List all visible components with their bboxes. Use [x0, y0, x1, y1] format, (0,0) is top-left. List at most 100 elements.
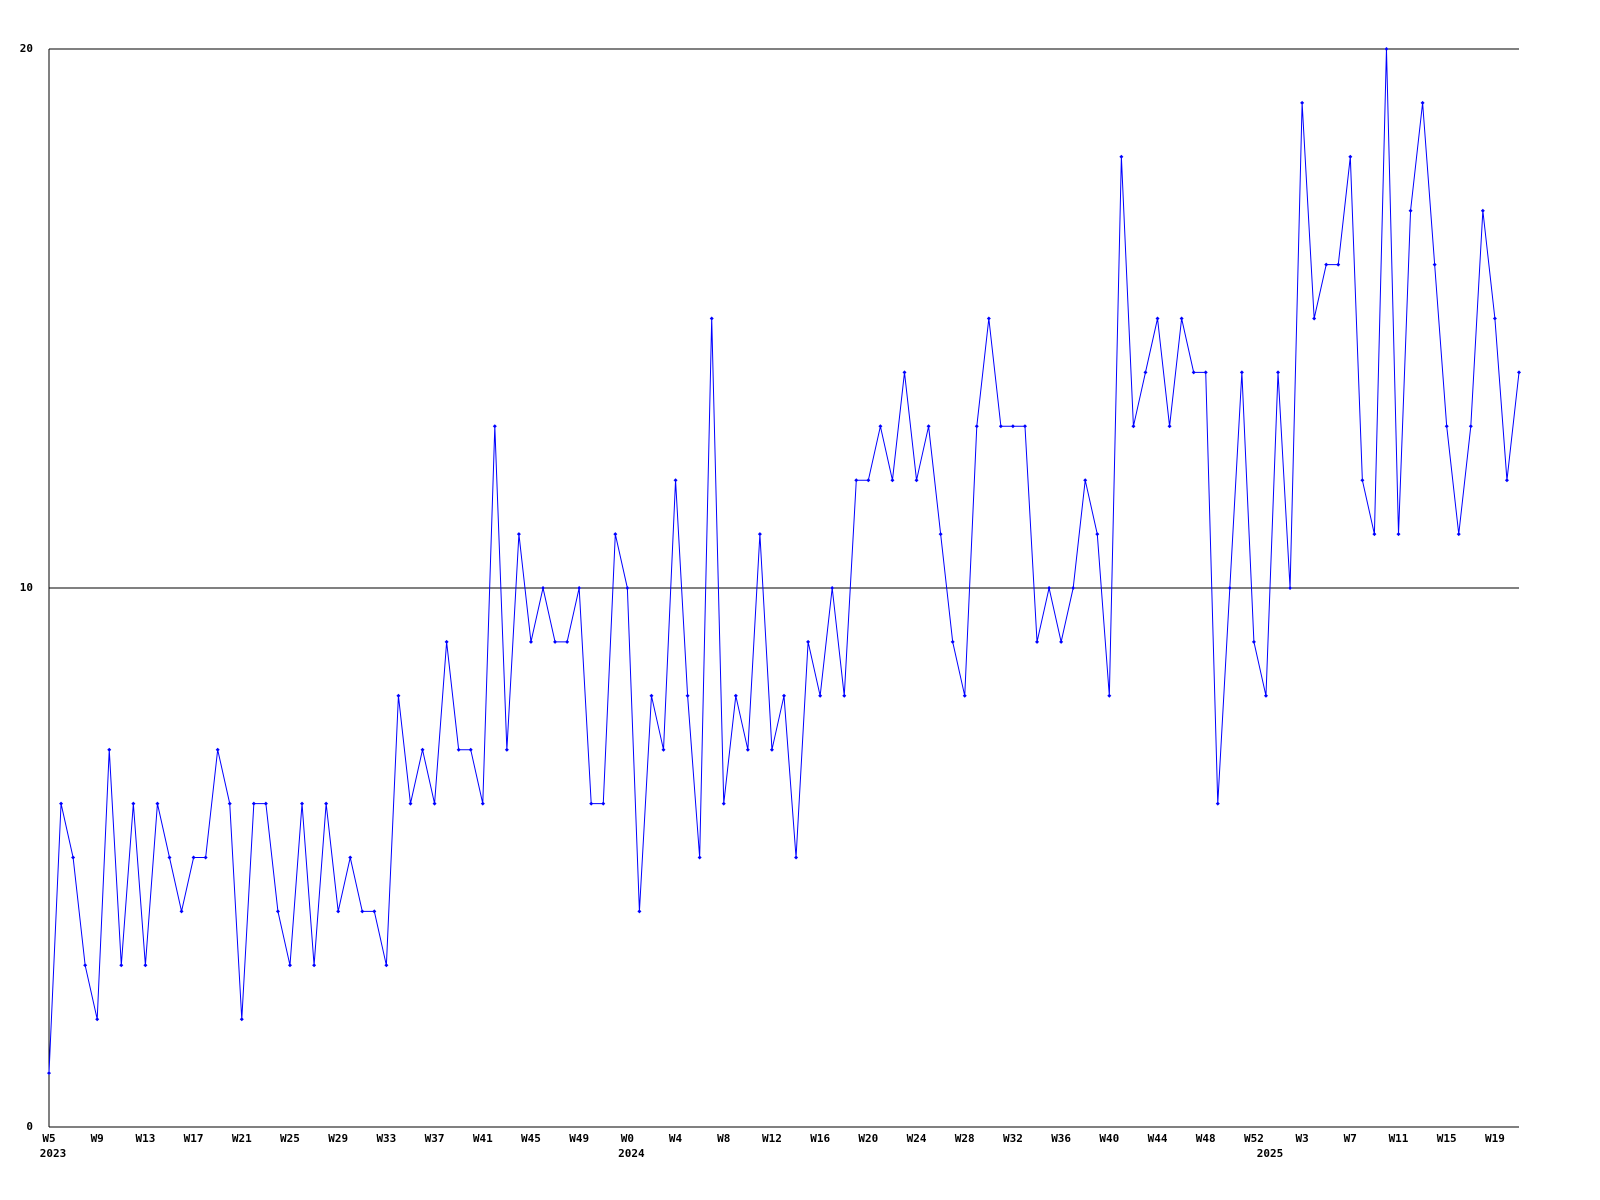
- x-tick-label: W9: [91, 1132, 104, 1145]
- x-tick-label: W12: [762, 1132, 782, 1145]
- year-label: 2025: [1257, 1147, 1284, 1160]
- data-point: [71, 855, 76, 860]
- data-point: [528, 639, 533, 644]
- data-point: [1504, 478, 1509, 483]
- data-point: [1071, 586, 1076, 590]
- x-tick-label: W4: [669, 1132, 683, 1145]
- y-tick-label: 20: [20, 42, 33, 55]
- x-tick-label: W40: [1099, 1132, 1119, 1145]
- data-point: [1372, 532, 1377, 537]
- y-tick-label: 10: [20, 581, 33, 594]
- x-tick-label: W8: [717, 1132, 730, 1145]
- data-point: [1215, 801, 1220, 806]
- data-point: [1300, 100, 1305, 105]
- data-point: [384, 963, 389, 968]
- data-point: [806, 639, 811, 644]
- data-point: [287, 963, 292, 968]
- data-point: [107, 747, 112, 752]
- data-point: [998, 424, 1003, 429]
- data-point: [673, 478, 678, 483]
- year-label: 2024: [618, 1147, 645, 1160]
- data-point: [709, 316, 714, 321]
- data-point: [1444, 424, 1449, 429]
- data-point: [1348, 154, 1353, 159]
- data-point: [1022, 424, 1027, 429]
- data-point: [697, 855, 702, 860]
- data-point: [962, 693, 967, 698]
- x-tick-label: W37: [425, 1132, 445, 1145]
- data-point: [263, 801, 268, 806]
- data-point: [1251, 639, 1256, 644]
- data-point: [926, 424, 931, 429]
- data-point: [456, 747, 461, 752]
- data-point: [625, 586, 630, 590]
- x-tick-label: W0: [621, 1132, 634, 1145]
- data-point: [275, 909, 280, 914]
- data-point: [721, 801, 726, 806]
- data-point: [1010, 424, 1015, 429]
- data-point: [492, 424, 497, 429]
- data-point: [203, 855, 208, 860]
- data-point: [1408, 208, 1413, 213]
- data-point: [1517, 370, 1521, 375]
- data-point: [239, 1017, 244, 1022]
- data-point: [577, 586, 582, 590]
- data-point: [504, 747, 509, 752]
- x-tick-label: W15: [1437, 1132, 1457, 1145]
- data-point: [1107, 693, 1112, 698]
- data-point: [1047, 586, 1052, 590]
- data-point: [468, 747, 473, 752]
- data-point: [1312, 316, 1317, 321]
- x-tick-label: W32: [1003, 1132, 1023, 1145]
- data-point: [324, 801, 329, 806]
- data-point: [565, 639, 570, 644]
- data-point: [1155, 316, 1160, 321]
- data-point: [1336, 262, 1341, 267]
- data-point: [1203, 370, 1208, 375]
- year-label: 2023: [40, 1147, 67, 1160]
- data-point: [769, 747, 774, 752]
- x-tick-label: W11: [1389, 1132, 1409, 1145]
- x-tick-label: W44: [1148, 1132, 1168, 1145]
- data-point: [59, 801, 64, 806]
- x-tick-label: W52: [1244, 1132, 1264, 1145]
- data-point: [215, 747, 220, 752]
- data-point: [1468, 424, 1473, 429]
- data-point: [516, 532, 521, 537]
- data-point: [950, 639, 955, 644]
- data-point: [613, 532, 618, 537]
- data-point: [661, 747, 666, 752]
- data-point: [866, 478, 871, 483]
- data-point: [986, 316, 991, 321]
- data-point: [143, 963, 148, 968]
- x-tick-label: W3: [1295, 1132, 1308, 1145]
- data-point: [1167, 424, 1172, 429]
- data-point: [1276, 370, 1281, 375]
- data-point: [420, 747, 425, 752]
- data-point: [47, 1071, 51, 1076]
- x-tick-label: W16: [810, 1132, 830, 1145]
- data-point: [637, 909, 642, 914]
- data-point: [1059, 639, 1064, 644]
- data-point: [408, 801, 413, 806]
- data-point: [167, 855, 172, 860]
- y-tick-label: 0: [26, 1120, 33, 1133]
- data-point: [878, 424, 883, 429]
- data-point: [1143, 370, 1148, 375]
- data-point: [757, 532, 762, 537]
- data-point: [842, 693, 847, 698]
- x-tick-label: W45: [521, 1132, 541, 1145]
- data-point: [131, 801, 136, 806]
- data-point: [155, 801, 160, 806]
- data-point: [444, 639, 449, 644]
- data-point: [372, 909, 377, 914]
- data-point: [1396, 532, 1401, 537]
- data-point: [733, 693, 738, 698]
- data-point: [1492, 316, 1497, 321]
- data-point: [227, 801, 232, 806]
- data-point: [1288, 586, 1293, 590]
- data-point: [854, 478, 859, 483]
- data-point: [396, 693, 401, 698]
- data-point: [1239, 370, 1244, 375]
